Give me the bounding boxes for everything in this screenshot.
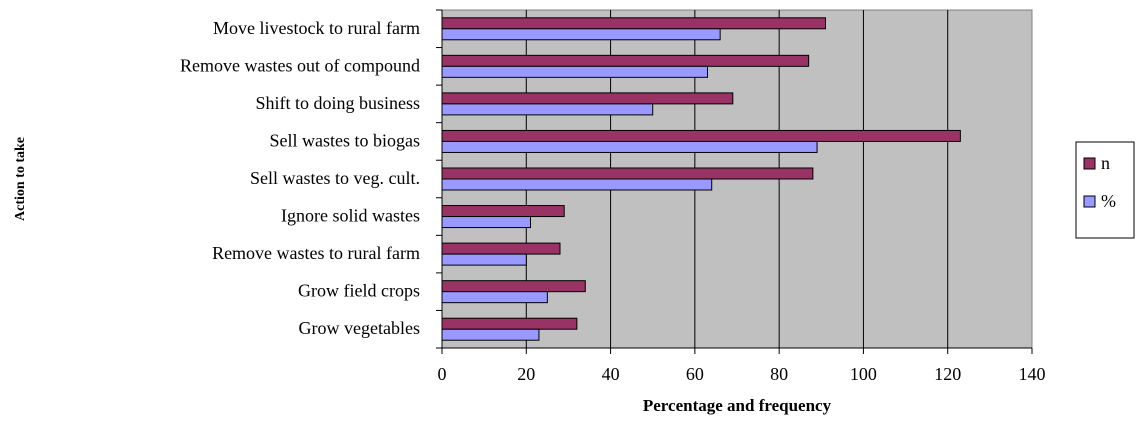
x-tick-labels: 0 20 40 60 80 100 120 140 bbox=[438, 364, 1046, 384]
category-label: Remove wastes out of compound bbox=[180, 55, 420, 75]
legend-swatch bbox=[1083, 157, 1096, 170]
bar-n bbox=[441, 17, 826, 30]
x-tick-label: 60 bbox=[686, 364, 704, 384]
bar-percent bbox=[441, 140, 818, 153]
x-tick-label: 100 bbox=[850, 364, 877, 384]
bar-n bbox=[441, 129, 961, 142]
bar-n bbox=[441, 92, 734, 105]
category-label: Remove wastes to rural farm bbox=[212, 243, 420, 263]
bar-n bbox=[441, 205, 565, 218]
bar-percent bbox=[441, 216, 531, 229]
bar-percent bbox=[441, 328, 540, 341]
category-label: Ignore solid wastes bbox=[281, 206, 420, 226]
bar-percent bbox=[441, 253, 527, 266]
x-tick-label: 80 bbox=[770, 364, 788, 384]
category-label: Grow field crops bbox=[298, 281, 420, 301]
bar-n bbox=[441, 317, 578, 330]
category-labels: Move livestock to rural farm Remove waste… bbox=[180, 18, 420, 338]
x-tick-label: 40 bbox=[602, 364, 620, 384]
legend-label: n bbox=[1101, 153, 1110, 173]
bar-percent bbox=[441, 28, 721, 41]
legend: n% bbox=[1075, 141, 1135, 239]
legend-swatch bbox=[1083, 195, 1096, 208]
category-label: Grow vegetables bbox=[299, 318, 420, 338]
category-label: Shift to doing business bbox=[255, 93, 420, 113]
x-tick-label: 0 bbox=[438, 364, 447, 384]
axes bbox=[436, 9, 1033, 354]
category-label: Move livestock to rural farm bbox=[213, 18, 420, 38]
bar-n bbox=[441, 242, 561, 255]
bar-percent bbox=[441, 178, 713, 191]
bar-percent bbox=[441, 291, 548, 304]
bar-n bbox=[441, 280, 586, 293]
x-axis-title: Percentage and frequency bbox=[643, 396, 832, 415]
bar-n bbox=[441, 54, 810, 67]
x-tick-label: 120 bbox=[934, 364, 961, 384]
bar-percent bbox=[441, 65, 708, 78]
x-tick-label: 20 bbox=[517, 364, 535, 384]
bar-n bbox=[441, 167, 814, 180]
x-tick-label: 140 bbox=[1019, 364, 1046, 384]
category-label: Sell wastes to veg. cult. bbox=[250, 168, 420, 188]
y-axis-title: Action to take bbox=[13, 137, 28, 221]
category-label: Sell wastes to biogas bbox=[270, 130, 421, 150]
legend-label: % bbox=[1101, 191, 1116, 211]
bar-percent bbox=[441, 103, 654, 116]
